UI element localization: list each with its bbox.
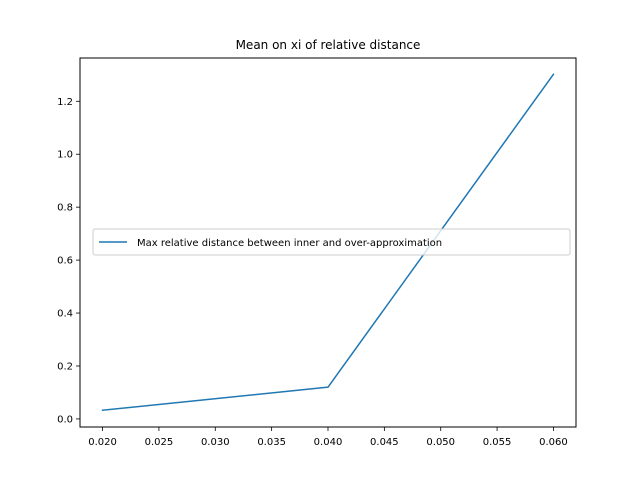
x-tick-label: 0.020 — [88, 437, 117, 448]
legend-box — [92, 228, 571, 256]
y-tick-label: 1.0 — [57, 150, 73, 161]
x-tick-label: 0.055 — [483, 437, 512, 448]
x-tick-label: 0.045 — [370, 437, 399, 448]
chart-title: Mean on xi of relative distance — [236, 38, 421, 52]
plot-frame — [79, 57, 577, 428]
x-tick-label: 0.025 — [145, 437, 174, 448]
x-axis: 0.020 0.025 0.030 0.035 0.040 0.045 0.050 0.055… — [88, 427, 568, 448]
y-tick-label: 1.2 — [57, 97, 73, 108]
y-tick-label: 0.4 — [57, 309, 73, 320]
y-tick-label: 0.2 — [57, 361, 73, 372]
y-tick-label: 0.6 — [57, 256, 73, 267]
legend-label: Max relative distance between inner and … — [137, 238, 442, 249]
series-line — [101, 73, 555, 412]
x-tick-label: 0.060 — [539, 437, 568, 448]
x-tick-label: 0.030 — [201, 437, 230, 448]
x-tick-label: 0.035 — [257, 437, 286, 448]
y-axis: 0.0 0.2 0.4 0.6 0.8 1.0 1.2 — [57, 97, 80, 425]
legend: Max relative distance between inner and … — [92, 228, 571, 256]
x-tick-label: 0.040 — [314, 437, 343, 448]
x-tick-label: 0.050 — [426, 437, 455, 448]
y-tick-label: 0.0 — [57, 414, 73, 425]
series-layer — [101, 73, 555, 412]
y-tick-label: 0.8 — [57, 203, 73, 214]
